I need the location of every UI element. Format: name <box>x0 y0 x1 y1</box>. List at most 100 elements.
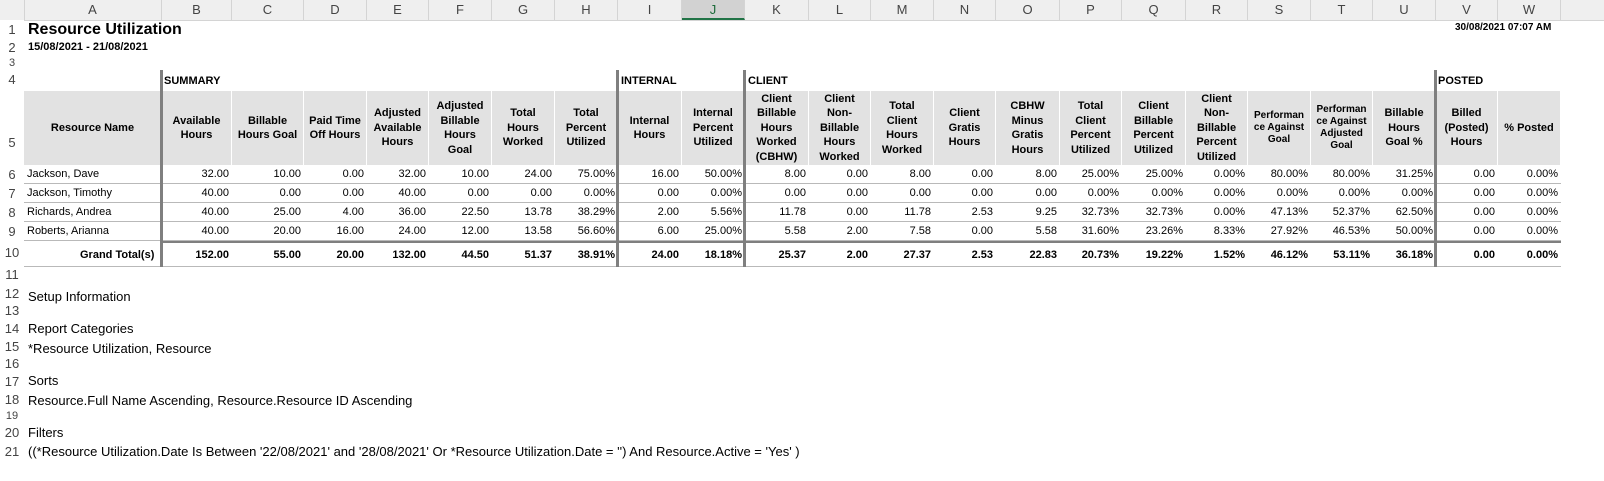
row-header-10[interactable]: 10 <box>0 241 24 265</box>
table-cell: 0.00 <box>618 184 682 203</box>
column-header-l[interactable]: L <box>809 0 871 20</box>
table-cell: 11.78 <box>871 203 934 222</box>
row-header-19[interactable]: 19 <box>0 409 24 424</box>
header-col-v: Billed (Posted) Hours <box>1436 91 1498 165</box>
column-header-m[interactable]: M <box>871 0 934 20</box>
table-cell: 47.13% <box>1248 203 1311 222</box>
column-header-o[interactable]: O <box>996 0 1060 20</box>
total-cell: 27.37 <box>903 249 931 261</box>
header-col-u: Billable Hours Goal % <box>1373 91 1436 165</box>
header-resource-name: Resource Name <box>24 91 162 165</box>
table-cell: 0.00 <box>304 165 367 184</box>
select-all-corner[interactable] <box>0 0 25 20</box>
total-cell: 0.00% <box>1526 249 1558 261</box>
table-cell: 80.00% <box>1311 165 1373 184</box>
row-divider <box>24 221 162 222</box>
row-header-9[interactable]: 9 <box>0 222 24 241</box>
column-header-p[interactable]: P <box>1060 0 1122 20</box>
row-divider <box>24 202 162 203</box>
row-header-3[interactable]: 3 <box>0 57 24 70</box>
row-header-11[interactable]: 11 <box>0 265 24 285</box>
table-cell: 0.00 <box>745 184 809 203</box>
total-cell: 152.00 <box>195 249 229 261</box>
table-cell: 0.00% <box>1498 203 1561 222</box>
column-header-i[interactable]: I <box>618 0 682 20</box>
table-cell: 8.00 <box>745 165 809 184</box>
column-header-f[interactable]: F <box>429 0 492 20</box>
header-col-w: % Posted <box>1498 91 1561 165</box>
header-col-n: Client Gratis Hours <box>934 91 996 165</box>
table-cell: 4.00 <box>304 203 367 222</box>
row-header-12[interactable]: 12 <box>0 285 24 303</box>
table-cell: 22.50 <box>429 203 492 222</box>
column-header-r[interactable]: R <box>1186 0 1248 20</box>
sorts-label: Sorts <box>28 373 59 388</box>
column-header-h[interactable]: H <box>555 0 618 20</box>
row-header-21[interactable]: 21 <box>0 442 24 462</box>
table-cell: 32.00 <box>162 165 232 184</box>
column-header-d[interactable]: D <box>304 0 367 20</box>
column-header-c[interactable]: C <box>232 0 304 20</box>
group-posted: POSTED <box>1438 75 1484 87</box>
header-col-s: Performan ce Against Goal <box>1248 91 1311 165</box>
setup-information-heading: Setup Information <box>28 289 131 304</box>
header-col-f: Adjusted Billable Hours Goal <box>429 91 492 165</box>
column-header-g[interactable]: G <box>492 0 555 20</box>
column-header-w[interactable]: W <box>1498 0 1561 20</box>
table-cell: 5.58 <box>996 222 1060 241</box>
table-cell: 8.00 <box>996 165 1060 184</box>
table-cell: 31.25% <box>1373 165 1436 184</box>
table-cell: 36.00 <box>367 203 429 222</box>
total-cell: 2.53 <box>971 249 993 261</box>
column-header-v[interactable]: V <box>1436 0 1498 20</box>
row-header-2[interactable]: 2 <box>0 39 24 57</box>
group-separator <box>743 70 746 267</box>
table-cell: 12.00 <box>429 222 492 241</box>
table-cell: 0.00% <box>1373 184 1436 203</box>
row-header-1[interactable]: 1 <box>0 20 24 39</box>
column-header-a[interactable]: A <box>24 0 162 20</box>
sorts-value: Resource.Full Name Ascending, Resource.R… <box>28 393 413 408</box>
group-separator <box>616 70 619 267</box>
row-header-6[interactable]: 6 <box>0 165 24 184</box>
row-header-18[interactable]: 18 <box>0 391 24 409</box>
table-cell: 0.00 <box>809 165 871 184</box>
row-header-5[interactable]: 5 <box>0 90 24 165</box>
table-cell: 0.00% <box>1186 203 1248 222</box>
column-header-q[interactable]: Q <box>1122 0 1186 20</box>
header-col-m: Total Client Hours Worked <box>871 91 934 165</box>
row-header-17[interactable]: 17 <box>0 372 24 391</box>
row-header-14[interactable]: 14 <box>0 319 24 338</box>
column-header-n[interactable]: N <box>934 0 996 20</box>
row-header-15[interactable]: 15 <box>0 338 24 356</box>
total-cell: 55.00 <box>273 249 301 261</box>
table-cell: 13.58 <box>492 222 555 241</box>
resource-name-cell: Roberts, Arianna <box>27 225 109 237</box>
table-cell: 46.53% <box>1311 222 1373 241</box>
table-cell: 50.00% <box>1373 222 1436 241</box>
row-header-4[interactable]: 4 <box>0 70 24 90</box>
column-header-t[interactable]: T <box>1311 0 1373 20</box>
column-header-s[interactable]: S <box>1248 0 1311 20</box>
row-header-13[interactable]: 13 <box>0 303 24 319</box>
column-header-b[interactable]: B <box>162 0 232 20</box>
table-cell: 16.00 <box>304 222 367 241</box>
table-cell: 0.00 <box>1436 222 1498 241</box>
table-cell: 10.00 <box>429 165 492 184</box>
total-cell: 1.52% <box>1213 249 1245 261</box>
table-cell: 0.00 <box>232 184 304 203</box>
column-header-u[interactable]: U <box>1373 0 1436 20</box>
table-cell: 27.92% <box>1248 222 1311 241</box>
table-cell: 0.00 <box>429 184 492 203</box>
row-header-7[interactable]: 7 <box>0 184 24 203</box>
total-cell: 22.83 <box>1029 249 1057 261</box>
table-cell: 40.00 <box>162 184 232 203</box>
row-header-8[interactable]: 8 <box>0 203 24 222</box>
column-header-k[interactable]: K <box>745 0 809 20</box>
row-header-20[interactable]: 20 <box>0 424 24 442</box>
header-col-b: Available Hours <box>162 91 232 165</box>
row-header-16[interactable]: 16 <box>0 356 24 372</box>
column-header-e[interactable]: E <box>367 0 429 20</box>
column-header-j[interactable]: J <box>682 0 745 20</box>
